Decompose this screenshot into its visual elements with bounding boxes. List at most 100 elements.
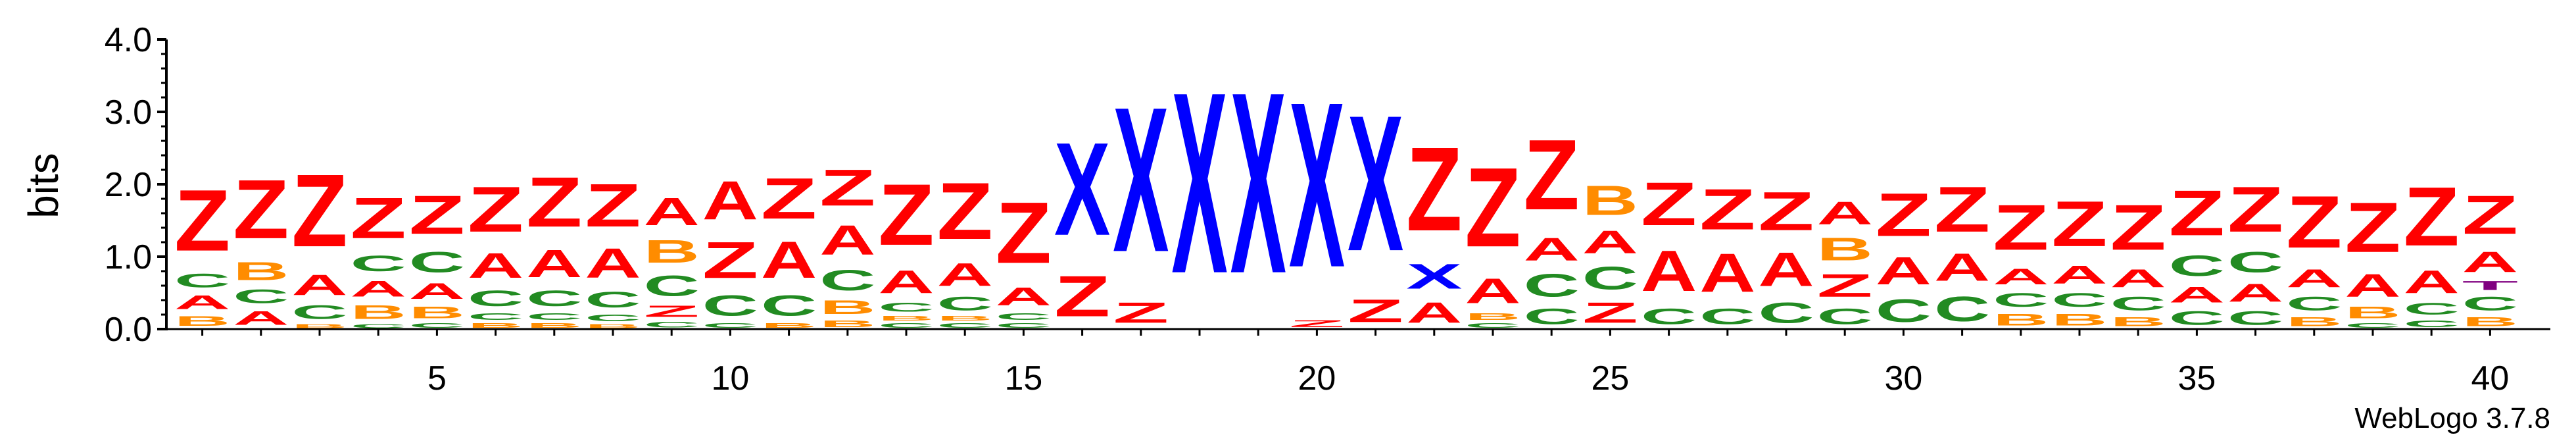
logo-glyph-a: A xyxy=(644,190,700,234)
logo-glyph-z: Z xyxy=(2169,177,2225,249)
logo-glyph-c: C xyxy=(174,270,230,292)
logo-glyph-a: A xyxy=(2462,245,2518,278)
logo-glyph-a: A xyxy=(1934,245,1990,289)
logo-glyph-z: Z xyxy=(1993,192,2049,264)
logo-glyph-a: A xyxy=(996,282,1052,311)
logo-glyph-z: Z xyxy=(1641,170,1697,239)
logo-glyph-c: C xyxy=(585,287,641,312)
logo-glyph-c: C xyxy=(468,286,523,311)
logo-glyph-c: C xyxy=(1934,290,1990,329)
x-tick-label: 15 xyxy=(1004,359,1042,398)
logo-glyph-a: A xyxy=(1465,271,1520,311)
y-tick-label: 0.0 xyxy=(105,311,152,349)
logo-glyph-a: A xyxy=(878,264,934,300)
logo-glyph-z: Z xyxy=(2345,188,2400,267)
logo-glyph-z: Z xyxy=(761,166,817,231)
logo-glyph-a: A xyxy=(2227,278,2283,307)
logo-glyph-c: C xyxy=(2286,293,2342,315)
logo-glyph-a: A xyxy=(526,242,582,286)
logo-glyph-b: B xyxy=(468,322,523,329)
logo-glyph-b: B xyxy=(2345,304,2400,322)
logo-glyph-c: C xyxy=(2110,293,2166,315)
y-tick-label: 2.0 xyxy=(105,166,152,204)
logo-glyph-c: C xyxy=(2051,290,2107,311)
logo-glyph-x: X xyxy=(1289,53,1346,317)
logo-glyph-c: C xyxy=(1699,304,1755,329)
logo-glyph-a: A xyxy=(233,307,289,329)
y-axis-label: bits xyxy=(20,153,67,219)
logo-glyph-c: C xyxy=(702,289,758,322)
logo-glyph-c: C xyxy=(996,311,1052,321)
logo-glyph-a: A xyxy=(1406,296,1462,329)
weblogo-footer: WebLogo 3.7.8 xyxy=(2354,402,2550,434)
logo-glyph-z: Z xyxy=(702,231,758,288)
logo-glyph-a: A xyxy=(1817,195,1873,232)
logo-glyph-z: Z xyxy=(2286,180,2342,263)
logo-glyph-z: Z xyxy=(1113,296,1169,329)
logo-glyph-a: A xyxy=(2169,282,2225,307)
logo-glyph-c: C xyxy=(233,286,289,307)
y-tick-label: 1.0 xyxy=(105,238,152,276)
logo-glyph-a: A xyxy=(351,276,406,301)
x-tick-label: 35 xyxy=(2177,359,2216,398)
logo-glyph-a: A xyxy=(937,257,993,293)
logo-glyph-z: Z xyxy=(233,163,289,256)
logo-glyph-a: A xyxy=(2110,264,2166,293)
logo-glyph-x: X xyxy=(1406,257,1462,297)
logo-glyph-b: B xyxy=(585,323,641,329)
logo-glyph-b: B xyxy=(878,315,934,322)
logo-glyph-b: B xyxy=(819,297,875,319)
logo-glyph-z: Z xyxy=(1054,263,1110,328)
logo-glyph-a: A xyxy=(291,269,347,301)
logo-glyph-c: C xyxy=(585,313,641,323)
logo-glyph-c: C xyxy=(351,323,406,329)
logo-glyph-c: C xyxy=(878,322,934,329)
logo-glyph-b: B xyxy=(937,315,993,322)
logo-glyph-a: A xyxy=(174,292,230,313)
logo-glyph-z: Z xyxy=(937,166,993,256)
logo-glyph-c: C xyxy=(526,311,582,321)
logo-glyph-c: C xyxy=(937,293,993,315)
logo-glyph-b: B xyxy=(409,304,465,322)
logo-glyph-a: A xyxy=(819,217,875,264)
logo-glyph-a: A xyxy=(409,278,465,303)
logo-stacks: BACZACBZBCAZCBACZCBACZBCCAZBCCAZBCCAZCZC… xyxy=(174,39,2518,330)
logo-glyph-b: B xyxy=(2051,311,2107,329)
logo-glyph-b: B xyxy=(174,313,230,329)
logo-glyph-c: C xyxy=(1582,261,1638,297)
logo-glyph-x: X xyxy=(1054,115,1110,263)
logo-glyph-z: Z xyxy=(1348,293,1403,329)
logo-glyph-c: C xyxy=(761,289,817,322)
y-ticks: 0.0 1.0 2.0 3.0 4.0 xyxy=(105,21,166,349)
logo-glyph-a: A xyxy=(2051,260,2107,289)
logo-glyph-c: C xyxy=(1524,268,1580,304)
logo-glyph-z: Z xyxy=(351,186,406,251)
x-tick-label: 30 xyxy=(1884,359,1922,398)
logo-glyph-b: B xyxy=(761,322,817,329)
logo-glyph-z: Z xyxy=(585,172,641,240)
logo-glyph-c: C xyxy=(1876,293,1932,329)
x-tick-label: 40 xyxy=(2471,359,2509,398)
logo-glyph-b: B xyxy=(291,323,347,329)
logo-glyph-b: B xyxy=(2286,315,2342,329)
logo-glyph-b: B xyxy=(644,234,700,270)
logo-glyph-z: Z xyxy=(2227,173,2283,245)
logo-glyph-t: T xyxy=(2462,278,2518,293)
logo-glyph-c: C xyxy=(409,322,465,329)
logo-glyph-c: C xyxy=(1758,296,1814,329)
y-tick-label: 4.0 xyxy=(105,21,152,59)
logo-glyph-c: C xyxy=(937,322,993,329)
logo-glyph-b: B xyxy=(2462,315,2518,329)
logo-glyph-z: Z xyxy=(1465,144,1520,271)
logo-glyph-c: C xyxy=(526,286,582,311)
logo-glyph-z: Z xyxy=(291,153,347,269)
x-tick-label: 5 xyxy=(427,359,447,398)
logo-glyph-z: Z xyxy=(1817,268,1873,304)
logo-glyph-a: A xyxy=(1641,239,1697,303)
logo-glyph-c: C xyxy=(878,300,934,315)
logo-glyph-c: C xyxy=(2169,249,2225,282)
logo-glyph-b: B xyxy=(1817,232,1873,268)
logo-glyph-z: Z xyxy=(2404,170,2460,263)
logo-glyph-x: X xyxy=(1113,64,1169,295)
